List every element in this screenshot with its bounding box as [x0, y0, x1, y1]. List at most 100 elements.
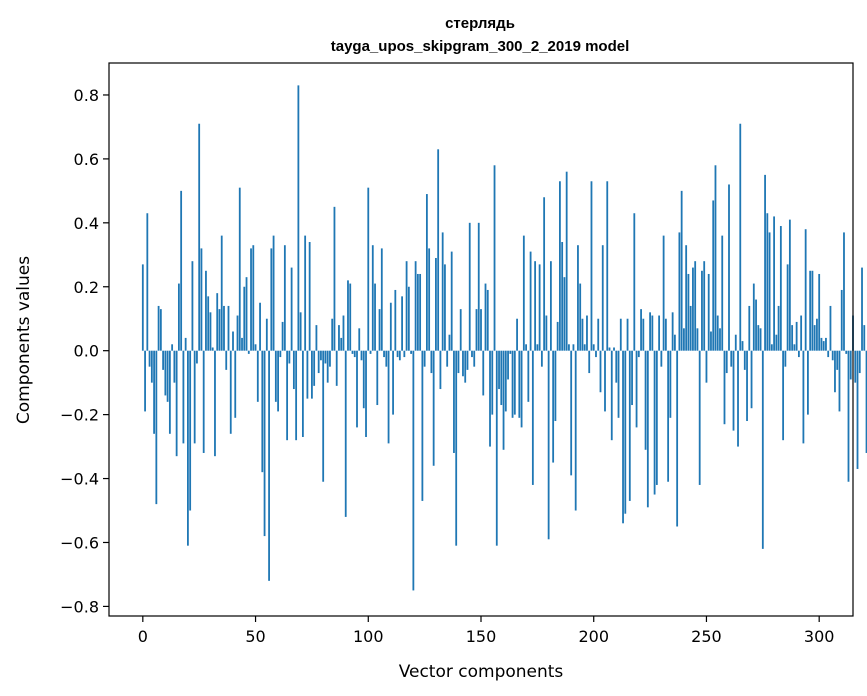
- bar-component-169: [522, 235, 525, 351]
- bar-component-280: [773, 216, 775, 351]
- bar-component-184: [556, 321, 559, 351]
- bar-component-214: [624, 350, 627, 514]
- bar-component-108: [385, 350, 388, 367]
- bar-component-123: [419, 273, 422, 351]
- bar-component-97: [360, 350, 363, 361]
- bar-component-68: [295, 350, 298, 441]
- bar-component-67: [292, 350, 295, 390]
- bar-component-17: [180, 190, 183, 351]
- bar-component-59: [274, 350, 277, 402]
- bar-component-143: [464, 350, 467, 383]
- bar-component-107: [383, 350, 385, 358]
- x-axis-label: Vector components: [399, 662, 564, 682]
- bar-component-189: [568, 344, 570, 351]
- bar-component-9: [162, 350, 165, 370]
- bar-component-225: [649, 312, 651, 351]
- bar-component-235: [671, 312, 674, 351]
- bar-component-83: [329, 350, 331, 367]
- bar-component-70: [299, 312, 302, 351]
- bar-component-208: [610, 350, 613, 441]
- bar-component-216: [628, 350, 631, 501]
- bar-component-18: [182, 350, 185, 444]
- bar-component-92: [349, 283, 352, 351]
- bar-component-74: [308, 242, 311, 351]
- bar-component-3: [148, 350, 151, 367]
- bar-component-302: [822, 341, 825, 351]
- bar-component-303: [825, 337, 827, 351]
- bar-component-127: [428, 248, 431, 351]
- bar-component-163: [509, 350, 512, 354]
- bar-component-226: [651, 315, 654, 351]
- bar-component-296: [809, 270, 812, 351]
- bar-component-256: [719, 328, 721, 351]
- bar-component-38: [227, 305, 230, 351]
- bar-component-203: [599, 350, 602, 393]
- bar-component-248: [701, 270, 703, 351]
- y-tick-label: −0.6: [60, 533, 99, 552]
- bar-component-85: [333, 206, 336, 351]
- bar-component-48: [250, 248, 252, 351]
- bar-component-49: [252, 245, 255, 351]
- bar-component-100: [367, 187, 370, 351]
- bar-component-102: [371, 245, 374, 351]
- bar-component-199: [590, 181, 593, 351]
- bar-component-305: [829, 305, 832, 351]
- bar-component-5: [153, 350, 155, 434]
- bar-component-259: [725, 350, 728, 374]
- bar-component-142: [462, 350, 464, 377]
- bar-component-233: [667, 350, 670, 482]
- bar-component-275: [761, 350, 764, 549]
- bar-component-153: [486, 289, 489, 351]
- bar-component-158: [498, 350, 500, 390]
- bar-component-306: [831, 350, 834, 361]
- bar-component-311: [843, 232, 845, 351]
- bar-component-33: [216, 293, 219, 351]
- y-tick-label: −0.8: [60, 597, 99, 616]
- bar-component-136: [448, 334, 451, 351]
- bar-component-114: [398, 350, 401, 361]
- bar-component-266: [741, 341, 744, 351]
- bar-component-191: [572, 344, 575, 351]
- bar-component-177: [540, 350, 543, 367]
- x-tick-label: 200: [578, 627, 609, 646]
- plot-frame: [108, 62, 854, 617]
- bar-component-45: [243, 286, 246, 351]
- bar-component-47: [247, 350, 250, 354]
- bar-component-128: [430, 350, 433, 374]
- bar-component-174: [534, 261, 537, 351]
- bar-component-307: [834, 350, 836, 393]
- bar-component-293: [802, 350, 805, 444]
- bar-component-99: [365, 350, 367, 437]
- bar-component-211: [617, 350, 620, 418]
- bar-component-41: [234, 350, 237, 418]
- bar-component-44: [241, 337, 243, 351]
- bar-component-98: [362, 350, 365, 409]
- bar-component-314: [849, 350, 852, 380]
- bar-component-110: [389, 302, 392, 351]
- bar-component-132: [439, 350, 442, 390]
- bar-component-217: [631, 350, 633, 406]
- bar-component-112: [394, 289, 397, 351]
- bar-component-69: [297, 85, 300, 351]
- bar-component-316: [854, 350, 857, 383]
- bar-component-321: [865, 350, 867, 453]
- bar-component-105: [378, 309, 381, 351]
- bar-component-182: [552, 350, 555, 463]
- bar-component-238: [678, 232, 681, 351]
- bar-component-155: [491, 350, 494, 415]
- bar-component-72: [304, 235, 307, 351]
- bar-component-113: [396, 350, 399, 358]
- bar-component-229: [658, 315, 661, 351]
- bar-component-242: [687, 273, 690, 351]
- bar-component-304: [827, 350, 830, 358]
- bar-component-279: [770, 344, 773, 351]
- bar-component-257: [721, 235, 724, 351]
- x-axis-ticks: 0 50 100 150 200 250 300: [138, 616, 834, 646]
- bar-component-282: [777, 305, 780, 351]
- y-tick-label: 0.4: [74, 214, 99, 233]
- y-axis-label: Components values: [14, 256, 34, 424]
- bar-component-291: [797, 350, 800, 358]
- bar-component-87: [338, 325, 340, 351]
- bar-component-78: [317, 350, 320, 374]
- bar-component-145: [468, 222, 471, 351]
